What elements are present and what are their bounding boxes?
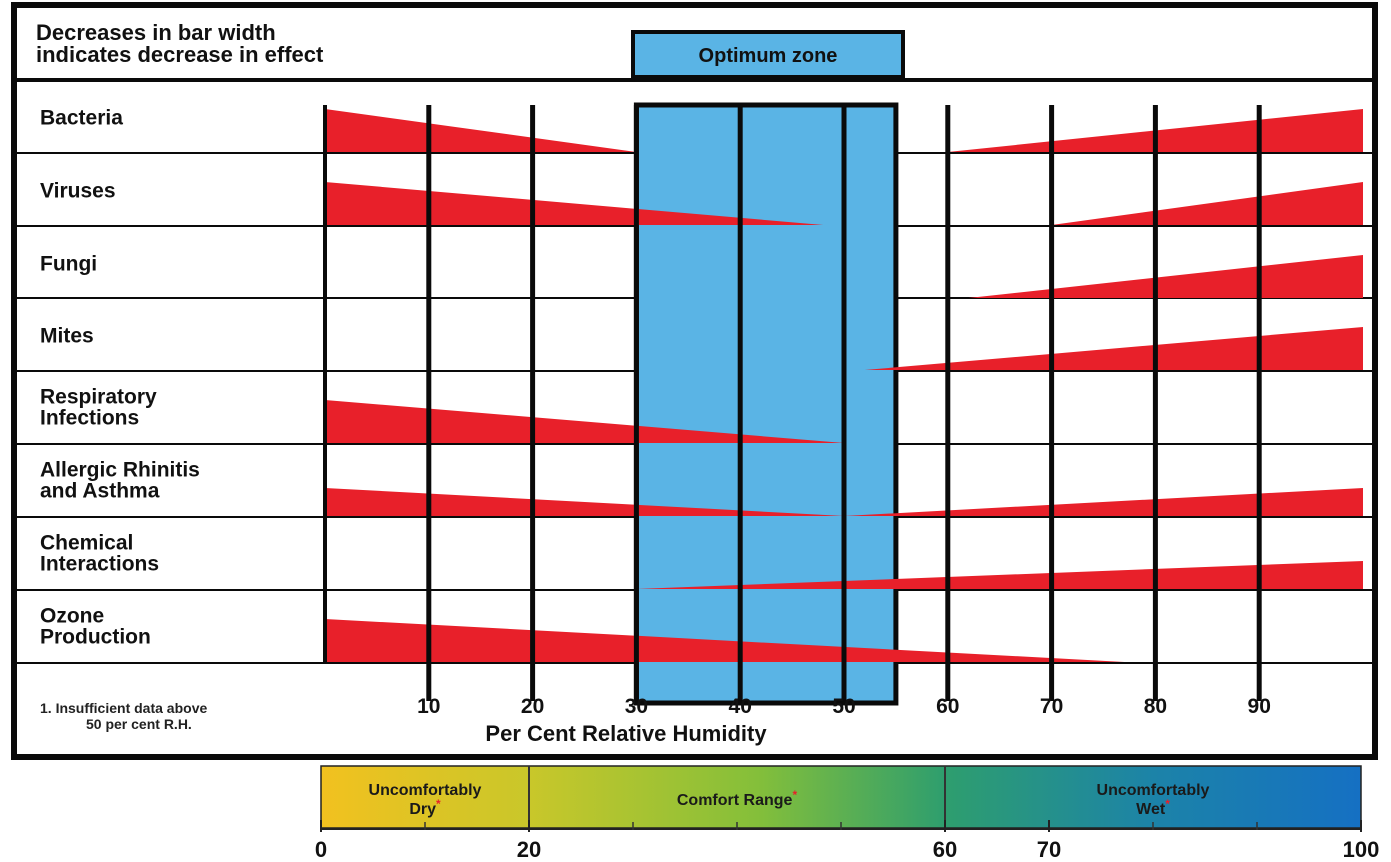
footnote-line1: 1. Insufficient data above: [40, 700, 207, 716]
row-label-ozone-production: Ozone Production: [40, 605, 151, 649]
x-tick-label-70: 70: [1040, 695, 1063, 718]
footnote-line2: 50 per cent R.H.: [86, 716, 192, 732]
row-label-chemical-interactions: Chemical Interactions: [40, 532, 159, 576]
band-tick-label-0: 0: [315, 837, 327, 862]
effect-wedge-fungi: [968, 255, 1363, 298]
optimum-zone-label: Optimum zone: [699, 45, 838, 67]
header-note-line2: indicates decrease in effect: [36, 42, 324, 67]
effect-wedge-mites: [864, 327, 1363, 370]
range-label-uncomfortably-dry: Uncomfortably Dry*: [369, 782, 482, 818]
x-tick-label-50: 50: [832, 695, 855, 718]
effect-wedge-viruses: [1051, 182, 1363, 225]
row-label-viruses: Viruses: [40, 180, 116, 203]
header-note-line1: Decreases in bar width: [36, 20, 276, 45]
band-tick-label-70: 70: [1037, 837, 1061, 862]
row-label-respiratory-infections: Respiratory Infections: [40, 386, 157, 430]
band-tick-label-60: 60: [933, 837, 957, 862]
effect-wedge-respiratory-infections: [325, 400, 844, 443]
x-tick-label-10: 10: [417, 695, 440, 718]
effect-wedge-bacteria: [325, 109, 637, 152]
effect-wedge-allergic-rhinitis-and-asthma: [844, 487, 1363, 516]
optimum-zone: [633, 102, 899, 706]
x-tick-label-40: 40: [729, 695, 752, 718]
range-label-uncomfortably-wet: Uncomfortably Wet*: [1097, 782, 1210, 818]
row-label-allergic-rhinitis-and-asthma: Allergic Rhinitis and Asthma: [40, 459, 200, 503]
effect-wedge-allergic-rhinitis-and-asthma: [325, 487, 844, 516]
effect-wedge-ozone-production: [325, 619, 1125, 662]
x-tick-label-20: 20: [521, 695, 544, 718]
range-label-comfort-range: Comfort Range*: [677, 788, 798, 809]
optimum-zone-label-box: [631, 30, 905, 79]
row-label-mites: Mites: [40, 325, 94, 348]
x-axis-title: Per Cent Relative Humidity: [485, 721, 767, 746]
chart-frame-border: [11, 2, 1378, 760]
comfort-band: [320, 765, 1362, 829]
row-label-fungi: Fungi: [40, 253, 97, 276]
x-tick-label-60: 60: [936, 695, 959, 718]
band-tick-label-20: 20: [517, 837, 541, 862]
row-label-bacteria: Bacteria: [40, 107, 123, 130]
x-tick-label-80: 80: [1144, 695, 1167, 718]
effect-wedge-chemical-interactions: [636, 560, 1363, 589]
band-tick-label-100: 100: [1343, 837, 1380, 862]
x-tick-label-30: 30: [625, 695, 648, 718]
effect-wedge-viruses: [325, 182, 824, 225]
x-tick-label-90: 90: [1248, 695, 1271, 718]
